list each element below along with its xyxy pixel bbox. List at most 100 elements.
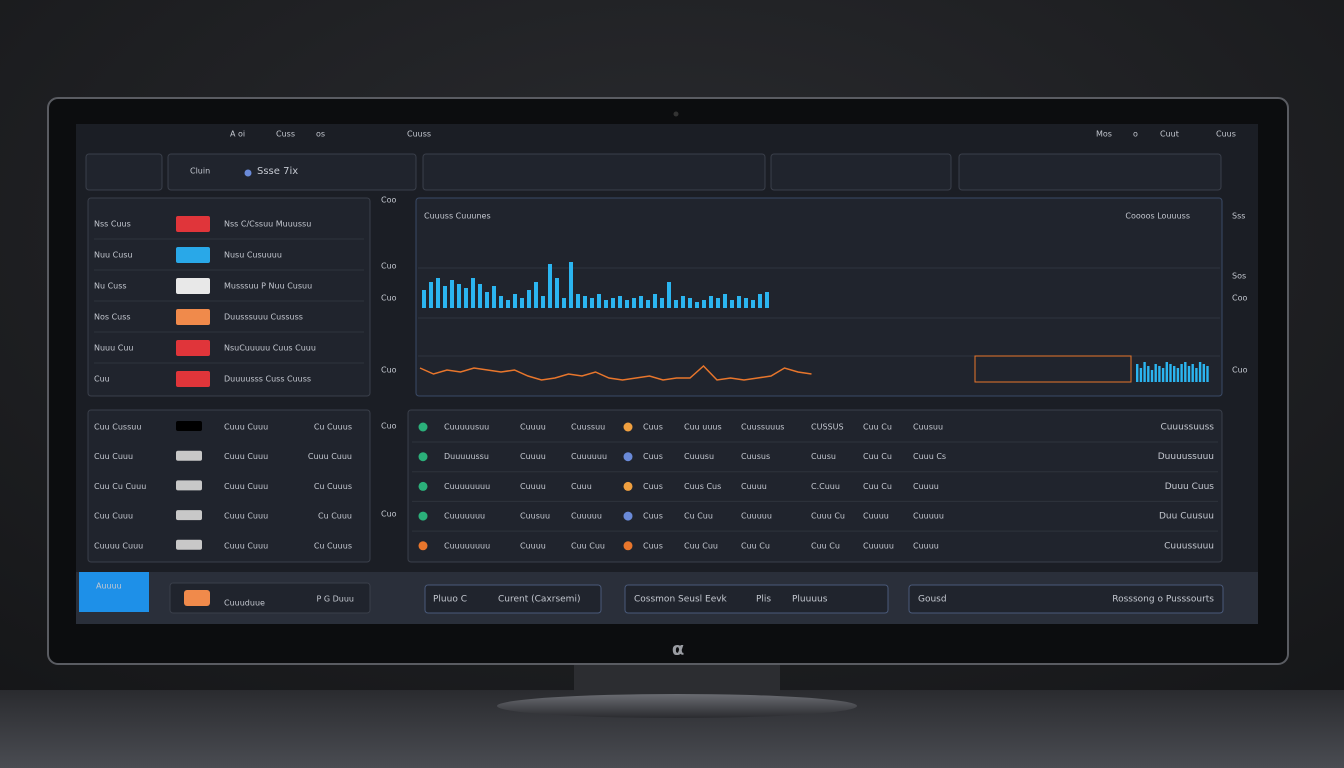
top-bar-item[interactable]: os (316, 130, 325, 139)
footer-text[interactable]: Pluuuus (792, 595, 828, 605)
table-cell: Cuuuuu (913, 512, 944, 521)
list-text[interactable]: Nss C/Cssuu Muuussu (224, 220, 311, 229)
list-label[interactable]: Cuu Cuuu (94, 512, 133, 521)
bar (1158, 366, 1161, 382)
footer-box[interactable] (908, 584, 1224, 614)
top-bar-item[interactable]: Cuut (1160, 130, 1179, 139)
tab[interactable] (770, 153, 952, 191)
row-status[interactable]: Cuuussuuu (1164, 541, 1214, 551)
footer-text[interactable]: P G Duuu (317, 595, 354, 604)
list-text[interactable]: Nusu Cusuuuu (224, 251, 282, 260)
list-label[interactable]: Cuu (94, 375, 110, 384)
bar (1202, 364, 1205, 382)
chart-axis-label: Cuo (1232, 366, 1248, 375)
footer-text[interactable]: Gousd (918, 595, 947, 605)
table-cell: Cuu Cuu (571, 541, 605, 550)
list-label[interactable]: Nss Cuus (94, 220, 131, 229)
table-cell: Cuuuu (520, 541, 546, 550)
tab[interactable] (85, 153, 163, 191)
bar (702, 300, 706, 308)
tab[interactable] (167, 153, 417, 191)
tab[interactable] (958, 153, 1222, 191)
line (419, 364, 812, 381)
list-value[interactable]: Cu Cuuus (314, 541, 352, 550)
footer-text[interactable]: Plis (756, 595, 771, 605)
camera (673, 111, 679, 117)
list-label[interactable]: Nuuu Cuu (94, 344, 133, 353)
top-bar-item[interactable]: Cuuss (407, 130, 431, 139)
list-label[interactable]: Nuu Cusu (94, 251, 133, 260)
side-label: Coo (381, 196, 396, 205)
bar (1147, 366, 1150, 382)
footer-button-label[interactable]: Auuuu (96, 582, 122, 591)
bar (688, 298, 692, 308)
bar (716, 298, 720, 308)
list-icon (176, 480, 202, 491)
tab-dot (244, 169, 252, 177)
chart-axis-label: Coo (1232, 294, 1247, 303)
table-cell: Cu Cuu (684, 512, 713, 521)
range-outline (974, 355, 1132, 383)
bar (492, 286, 496, 308)
top-bar-item[interactable]: Cuss (276, 130, 295, 139)
list-value[interactable]: Cu Cuuu (318, 512, 352, 521)
list-text[interactable]: Cuuu Cuuu (224, 541, 268, 550)
chart-legend: Coooos Louuuss (1125, 212, 1190, 221)
footer-text[interactable]: Rosssong o Pusssourts (1112, 595, 1214, 605)
list-text[interactable]: Cuuu Cuuu (224, 512, 268, 521)
table-cell: Cuuuuusuu (444, 423, 489, 432)
list-label[interactable]: Cuuuu Cuuu (94, 541, 143, 550)
footer-box[interactable] (424, 584, 602, 614)
footer-text[interactable]: Cuuuduue (224, 599, 265, 608)
tab[interactable] (422, 153, 766, 191)
list-label[interactable]: Cuu Cu Cuuu (94, 482, 146, 491)
tab-label[interactable]: Ssse 7ix (257, 166, 298, 177)
bar (1173, 366, 1176, 382)
row-status[interactable]: Duu Cuusuu (1159, 512, 1214, 522)
list-label[interactable]: Cuu Cuuu (94, 452, 133, 461)
footer-text[interactable]: Cossmon Seusl Eevk (634, 595, 728, 605)
list-label[interactable]: Cuu Cussuu (94, 423, 141, 432)
bar (520, 298, 524, 308)
bar (555, 278, 559, 308)
chart-title: Cuuuss Cuuunes (424, 212, 491, 221)
footer-text[interactable]: Curent (Caxrsemi) (498, 595, 580, 605)
list-text[interactable]: Cuuu Cuuu (224, 482, 268, 491)
footer-button[interactable] (79, 572, 149, 612)
list-text[interactable]: Cuuu Cuuu (224, 452, 268, 461)
row-status[interactable]: Duuuussuuu (1158, 452, 1214, 462)
list-text[interactable]: Duusssuuu Cussuss (224, 313, 303, 322)
list-value[interactable]: Cu Cuuus (314, 423, 352, 432)
bar (730, 300, 734, 308)
tab-label[interactable]: Cluin (190, 167, 210, 176)
bar (618, 296, 622, 308)
list-text[interactable]: Duuuusss Cuss Cuuss (224, 375, 311, 384)
side-label: Cuo (381, 510, 397, 519)
bar (1198, 362, 1202, 382)
top-bar-item[interactable]: A oi (230, 130, 245, 139)
top-bar-item[interactable]: o (1133, 130, 1138, 139)
bar (569, 262, 573, 308)
bar (695, 302, 699, 308)
top-bar-item[interactable]: Mos (1096, 130, 1112, 139)
table-panel (407, 409, 1223, 563)
footer-box[interactable] (169, 582, 371, 614)
bar (478, 284, 482, 308)
chart-axis-label: Sos (1232, 272, 1246, 281)
bar (1161, 368, 1165, 382)
list-icon (176, 539, 202, 550)
top-bar-item[interactable]: Cuus (1216, 130, 1236, 139)
footer-text[interactable]: Pluuo C (433, 595, 467, 605)
list-text[interactable]: Cuuu Cuuu (224, 423, 268, 432)
list-text[interactable]: Musssuu P Nuu Cusuu (224, 282, 312, 291)
list-value[interactable]: Cuuu Cuuu (308, 452, 352, 461)
list-label[interactable]: Nu Cuss (94, 282, 127, 291)
footer-box[interactable] (624, 584, 889, 614)
list-label[interactable]: Nos Cuss (94, 313, 131, 322)
row-status[interactable]: Duuu Cuus (1165, 482, 1215, 492)
row-status[interactable]: Cuuussuuss (1160, 423, 1214, 433)
table-cell: Cuu Cu (741, 541, 770, 550)
list-value[interactable]: Cu Cuuus (314, 482, 352, 491)
table-cell: Cuussuuus (741, 423, 784, 432)
list-text[interactable]: NsuCuuuuu Cuus Cuuu (224, 344, 316, 353)
